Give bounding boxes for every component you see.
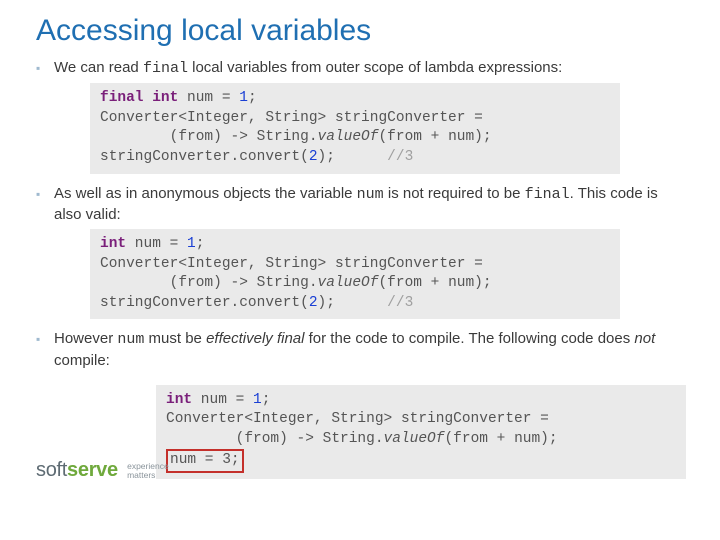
t [144,90,153,106]
code-inline: final [143,60,188,77]
comment: //3 [387,149,413,165]
code-inline: final [525,186,570,203]
code-block-2: int num = 1; Converter<Integer, String> … [90,229,620,319]
emph: effectively final [206,330,304,347]
text: As well as in anonymous objects the vari… [54,185,357,202]
emph: not [634,330,655,347]
t: ; [248,90,257,106]
t: num = [126,236,187,252]
t: (from + num); [444,431,557,447]
kw: final [100,90,144,106]
num: 2 [309,149,318,165]
t: ); [318,149,388,165]
bullet-1: We can read final local variables from o… [36,58,684,79]
text: local variables from outer scope of lamb… [188,59,562,76]
t: Converter<Integer, String> stringConvert… [100,110,483,126]
t: ); [318,295,388,311]
t: stringConverter.convert( [100,149,309,165]
error-line: num = 3; [166,449,244,473]
t: (from + num); [378,129,491,145]
kw: int [152,90,178,106]
code-block-3: int num = 1; Converter<Integer, String> … [156,385,686,479]
t: ; [262,392,271,408]
ital: valueOf [318,275,379,291]
ital: valueOf [384,431,445,447]
num: 2 [309,295,318,311]
t: Converter<Integer, String> stringConvert… [166,411,549,427]
logo-serve: serve [67,459,118,481]
code-inline: num [357,186,384,203]
t: stringConverter.convert( [100,295,309,311]
slide-title: Accessing local variables [36,14,684,48]
ital: valueOf [318,129,379,145]
code-block-1: final int num = 1; Converter<Integer, St… [90,83,620,173]
kw: int [166,392,192,408]
t: (from) -> String. [100,275,318,291]
bullet-2: As well as in anonymous objects the vari… [36,184,684,226]
logo-soft: soft [36,459,67,481]
text: However [54,330,117,347]
t: num = [192,392,253,408]
logo-tagline: experiencematters [127,462,169,479]
t: (from) -> String. [100,129,318,145]
num: 1 [239,90,248,106]
t: matters [127,470,155,480]
bullet-list: We can read final local variables from o… [36,58,684,79]
t: (from) -> String. [166,431,384,447]
comment: //3 [387,295,413,311]
t: Converter<Integer, String> stringConvert… [100,256,483,272]
text: for the code to compile. The following c… [304,330,634,347]
bullet-3: However num must be effectively final fo… [36,329,684,371]
num: 1 [187,236,196,252]
text: is not required to be [384,185,525,202]
bullet-list: As well as in anonymous objects the vari… [36,184,684,226]
t: ; [196,236,205,252]
brand-logo: softserve experiencematters [36,459,169,482]
bullet-list: However num must be effectively final fo… [36,329,684,371]
code-inline: num [117,331,144,348]
t: num = [178,90,239,106]
text: must be [144,330,206,347]
slide-container: Accessing local variables We can read fi… [0,0,720,540]
kw: int [100,236,126,252]
num: 1 [253,392,262,408]
t: (from + num); [378,275,491,291]
text: compile: [54,352,110,369]
text: We can read [54,59,143,76]
